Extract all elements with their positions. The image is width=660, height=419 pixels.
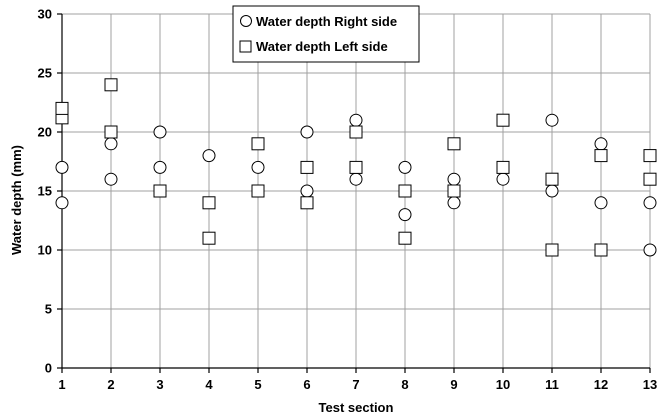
data-point-right-side: [300, 125, 314, 139]
data-point-right-side: [202, 149, 216, 163]
data-point-left-side: [545, 172, 559, 186]
x-tick-label: 4: [205, 377, 213, 392]
x-tick-label: 1: [58, 377, 65, 392]
data-point-left-side: [104, 78, 118, 92]
y-tick-label: 20: [38, 125, 52, 140]
data-point-left-side: [643, 172, 657, 186]
data-point-right-side: [55, 160, 69, 174]
data-point-left-side: [202, 231, 216, 245]
x-axis-title: Test section: [319, 400, 394, 414]
legend-box: [232, 5, 420, 63]
data-point-left-side: [153, 184, 167, 198]
y-tick-label: 30: [38, 7, 52, 22]
y-axis-title: Water depth (mm): [9, 145, 24, 255]
data-point-right-side: [545, 113, 559, 127]
data-point-left-side: [447, 184, 461, 198]
gridlines: [62, 13, 651, 368]
data-point-right-side: [104, 137, 118, 151]
legend-label-right: Water depth Right side: [256, 14, 397, 29]
axes: [57, 13, 651, 373]
data-point-right-side: [447, 196, 461, 210]
data-point-left-side: [202, 196, 216, 210]
x-tick-label: 3: [156, 377, 163, 392]
data-point-left-side: [349, 125, 363, 139]
x-tick-label: 5: [254, 377, 261, 392]
data-point-left-side: [496, 160, 510, 174]
data-point-left-side: [251, 137, 265, 151]
data-point-left-side: [594, 243, 608, 257]
data-point-left-side: [594, 149, 608, 163]
data-point-left-side: [496, 113, 510, 127]
data-point-right-side: [398, 160, 412, 174]
data-point-right-side: [349, 172, 363, 186]
data-point-right-side: [104, 172, 118, 186]
data-point-right-side: [153, 125, 167, 139]
data-point-left-side: [398, 184, 412, 198]
data-points: [55, 78, 657, 257]
x-tick-label: 7: [352, 377, 359, 392]
legend-label-left: Water depth Left side: [256, 39, 388, 54]
x-tick-label: 11: [545, 377, 559, 392]
y-tick-label: 15: [38, 184, 52, 199]
data-point-right-side: [251, 160, 265, 174]
data-point-right-side: [594, 196, 608, 210]
data-point-left-side: [447, 137, 461, 151]
data-point-left-side: [104, 125, 118, 139]
data-point-right-side: [594, 137, 608, 151]
data-point-left-side: [349, 160, 363, 174]
data-point-right-side: [153, 160, 167, 174]
data-point-right-side: [496, 172, 510, 186]
data-point-left-side: [398, 231, 412, 245]
data-point-left-side: [251, 184, 265, 198]
data-point-left-side: [55, 101, 69, 115]
data-point-left-side: [300, 196, 314, 210]
data-point-right-side: [643, 196, 657, 210]
x-tick-label: 10: [496, 377, 510, 392]
x-tick-label: 2: [107, 377, 114, 392]
y-tick-label: 5: [45, 302, 52, 317]
x-tick-label: 13: [643, 377, 657, 392]
data-point-right-side: [398, 208, 412, 222]
y-tick-label: 25: [38, 66, 52, 81]
y-tick-label: 10: [38, 243, 52, 258]
data-point-left-side: [545, 243, 559, 257]
x-tick-label: 12: [594, 377, 608, 392]
x-tick-label: 6: [303, 377, 310, 392]
data-point-right-side: [447, 172, 461, 186]
data-point-right-side: [300, 184, 314, 198]
x-tick-label: 8: [401, 377, 408, 392]
data-point-right-side: [55, 196, 69, 210]
data-point-left-side: [300, 160, 314, 174]
legend-circle-marker: [240, 15, 252, 27]
data-point-left-side: [643, 149, 657, 163]
y-tick-label: 0: [45, 361, 52, 376]
x-tick-label: 9: [450, 377, 457, 392]
legend-square-marker: [239, 40, 252, 53]
data-point-right-side: [643, 243, 657, 257]
legend: Water depth Right side Water depth Left …: [232, 5, 420, 63]
data-point-right-side: [545, 184, 559, 198]
data-point-right-side: [349, 113, 363, 127]
